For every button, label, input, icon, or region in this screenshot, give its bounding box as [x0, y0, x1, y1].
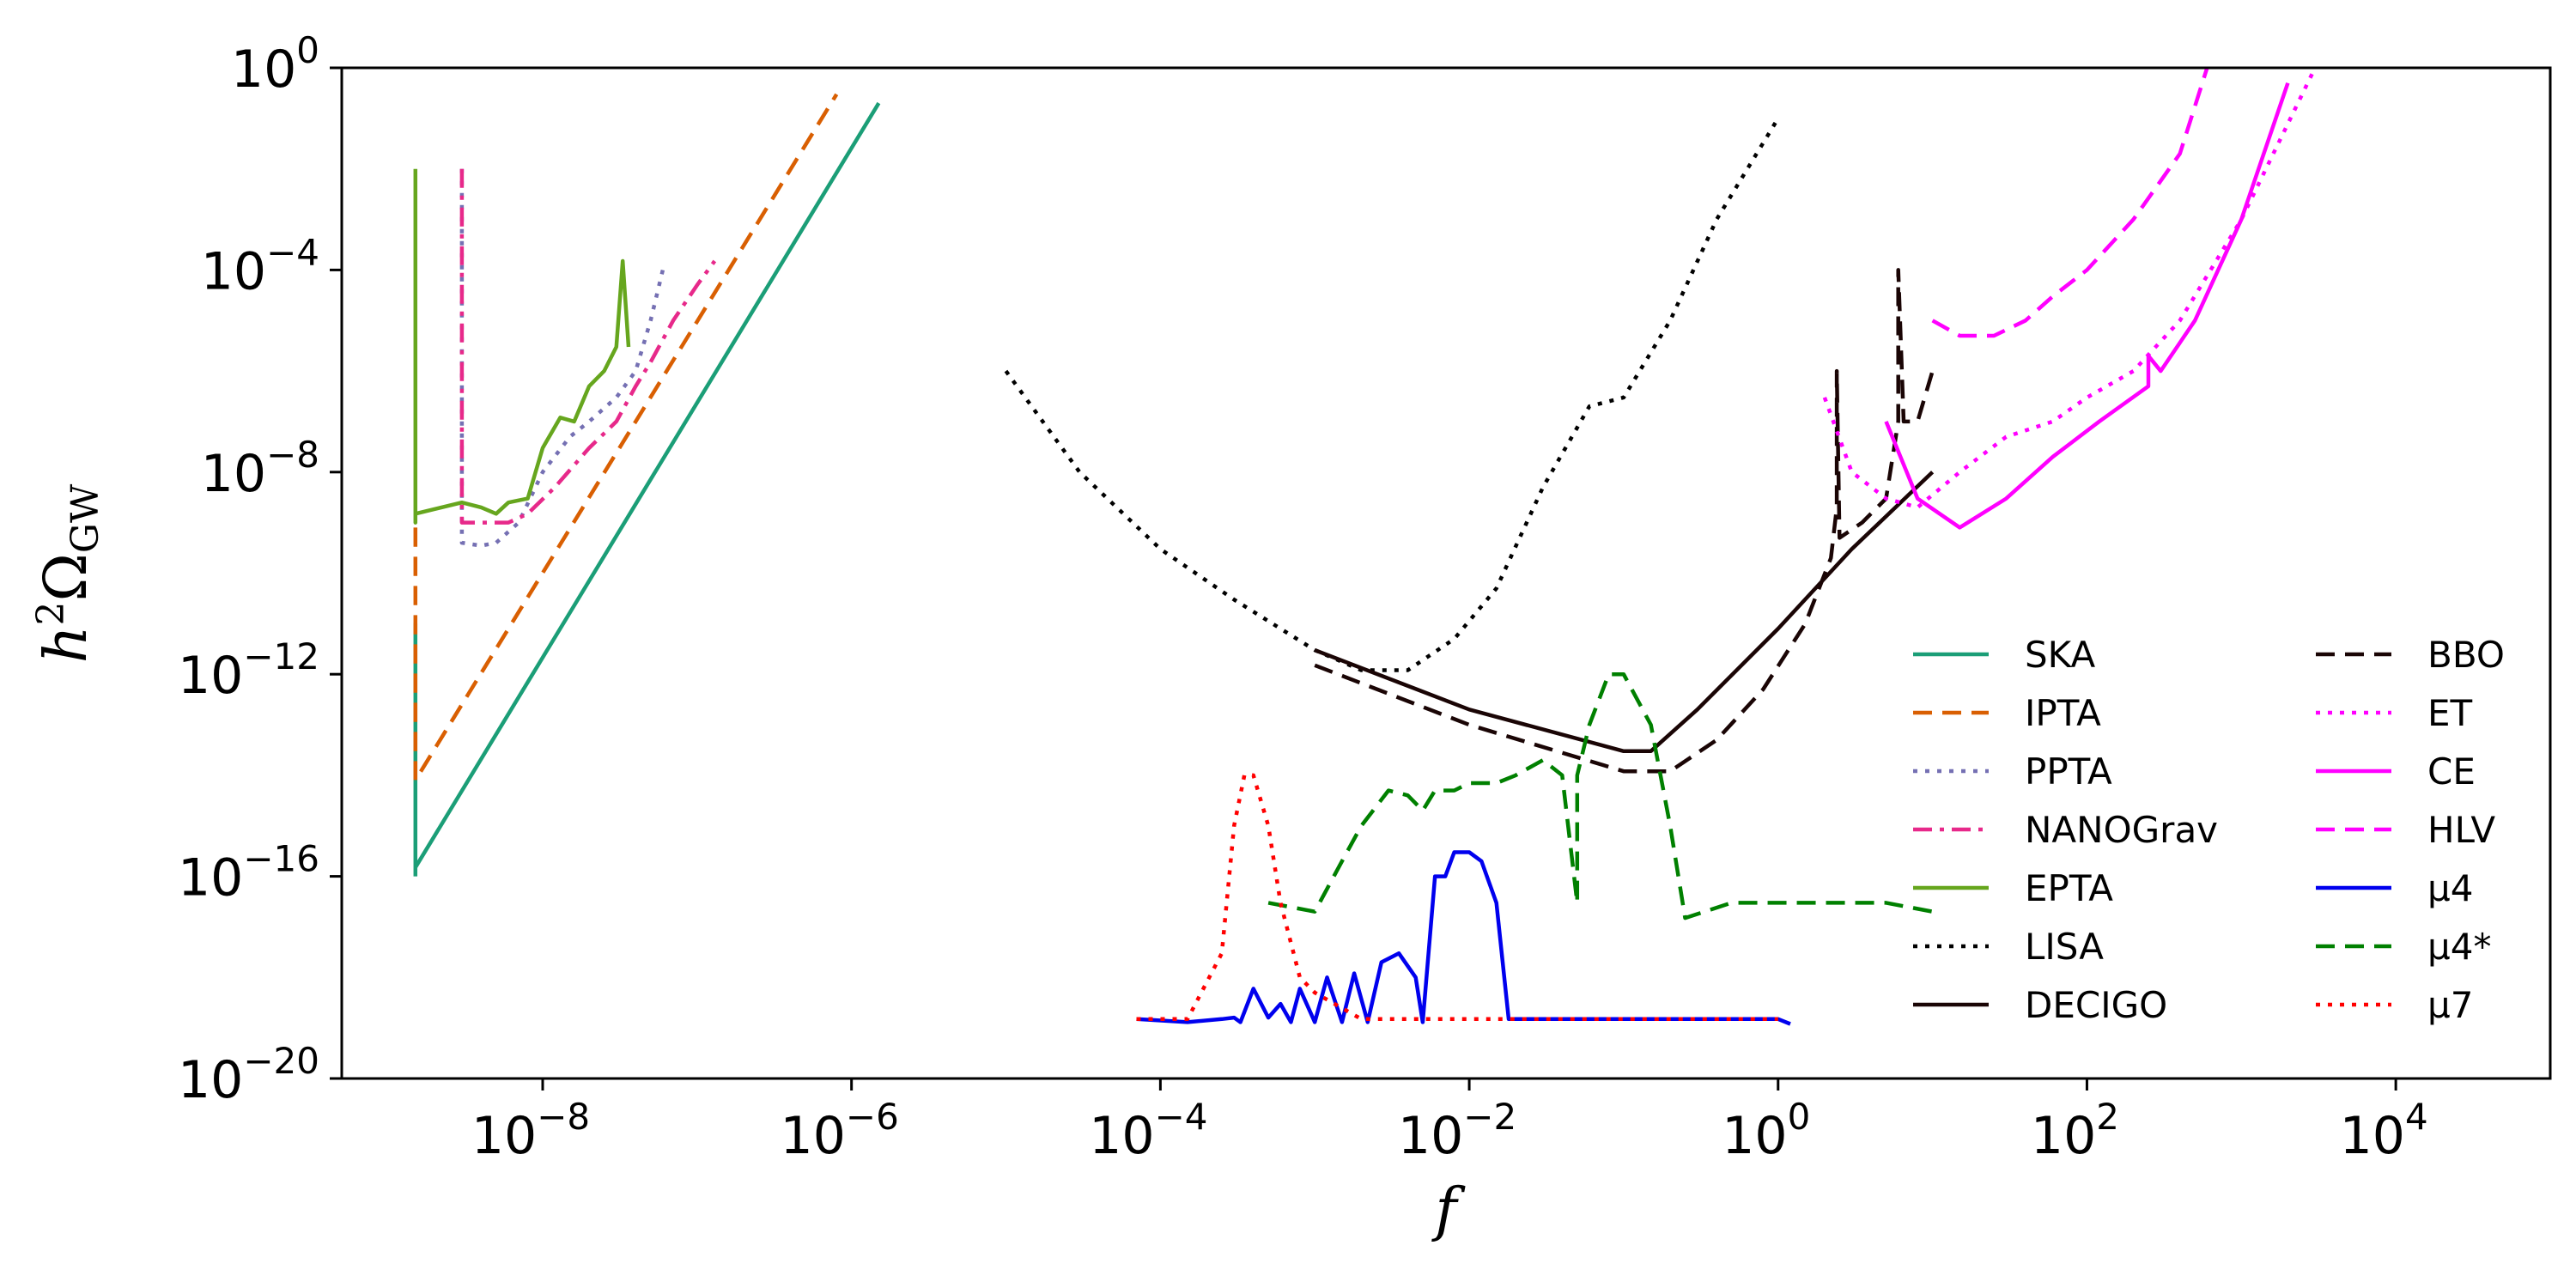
series-line-ce	[1884, 82, 2290, 530]
series-line-decigo	[1314, 471, 1935, 754]
legend-label-epta: EPTA	[2025, 867, 2113, 909]
series-line-lisa	[1004, 117, 1780, 672]
legend-label-ipta: IPTA	[2025, 692, 2101, 734]
y-tick-label: 10−12	[178, 635, 319, 706]
series-line-mu4	[1136, 850, 1791, 1026]
x-tick-label: 10−4	[1089, 1096, 1207, 1166]
x-tick-label: 10−2	[1398, 1096, 1516, 1166]
legend-label-ska: SKA	[2025, 634, 2095, 676]
legend-label-nanograv: NANOGrav	[2025, 809, 2218, 851]
y-tick-label: 10−4	[201, 231, 319, 301]
y-axis: 100 10−4 10−8 10−12 10−16 10−20	[178, 29, 342, 1110]
legend-label-mu7: μ7	[2427, 984, 2473, 1026]
x-tick-label: 10−8	[471, 1096, 590, 1166]
series-line-hlv	[1931, 68, 2209, 338]
series-layer	[413, 68, 2318, 1026]
y-tick-label: 10−8	[201, 434, 319, 504]
series-line-ska	[413, 101, 881, 877]
x-tick-label: 100	[1722, 1096, 1810, 1166]
legend: SKA IPTA PPTA NANOGrav EPTA LISA DECIGO BBO ET CE…	[1913, 634, 2505, 1026]
legend-label-mu4-star: μ4*	[2427, 926, 2491, 968]
legend-label-mu4: μ4	[2427, 867, 2473, 909]
series-line-bbo	[1314, 268, 1935, 774]
series-line-mu7	[1136, 773, 1778, 1022]
series-line-ppta	[459, 168, 665, 548]
y-tick-label: 100	[231, 29, 319, 100]
plot-frame	[340, 66, 2552, 1080]
y-axis-label: h2ΩGW	[29, 483, 107, 663]
series-line-epta	[413, 168, 631, 525]
x-tick-label: 104	[2340, 1096, 2428, 1166]
y-tick-label: 10−16	[178, 838, 319, 908]
legend-label-et: ET	[2427, 692, 2473, 734]
legend-label-lisa: LISA	[2025, 926, 2104, 968]
legend-label-ppta: PPTA	[2025, 750, 2112, 793]
x-tick-label: 102	[2031, 1096, 2119, 1166]
legend-label-decigo: DECIGO	[2025, 984, 2167, 1026]
legend-label-bbo: BBO	[2427, 634, 2505, 676]
series-line-nanograv	[459, 168, 717, 525]
legend-label-ce: CE	[2427, 750, 2476, 793]
series-line-ipta	[413, 93, 839, 782]
y-tick-label: 10−20	[178, 1040, 319, 1110]
series-line-mu4-star	[1267, 671, 1934, 920]
legend-label-hlv: HLV	[2427, 809, 2495, 851]
x-tick-label: 10−6	[781, 1096, 899, 1166]
x-axis-label: f	[1431, 1176, 1466, 1244]
x-axis: 10−8 10−6 10−4 10−2 100 102 104	[471, 1078, 2428, 1166]
